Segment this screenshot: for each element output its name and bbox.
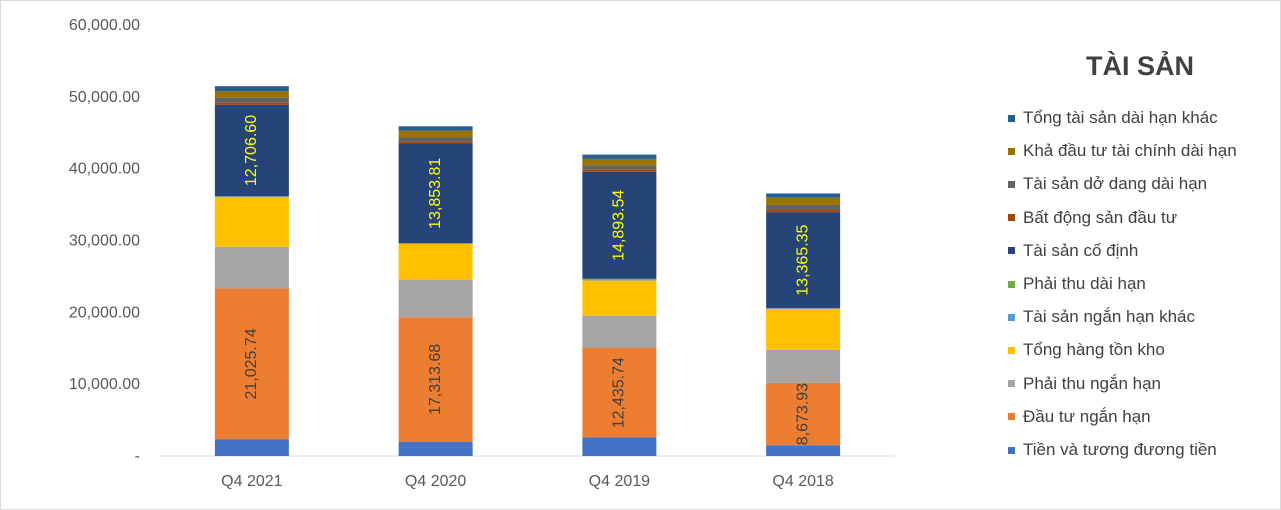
bar-segment: [214, 97, 289, 103]
legend-label: Bất động sản đầu tư: [1023, 207, 1178, 227]
bar-segment: [398, 317, 473, 442]
bar-segment: [214, 196, 289, 198]
bar-segment: [582, 171, 657, 279]
legend-label: Tổng tài sản dài hạn khác: [1023, 108, 1218, 127]
bar-segment: [398, 279, 473, 318]
bar-segment: [398, 141, 473, 144]
legend-swatch: [1008, 446, 1015, 454]
legend-item: Tổng tài sản dài hạn khác: [1008, 108, 1218, 128]
bar-segment: [214, 197, 289, 247]
legend-swatch: [1008, 346, 1015, 354]
legend-item: Tài sản dở dang dài hạn: [1008, 174, 1207, 194]
bar-segment: [582, 278, 657, 280]
data-label: 8,673.93: [794, 383, 811, 445]
legend-swatch: [1008, 280, 1015, 288]
legend-item: Khả đầu tư tài chính dài hạn: [1008, 141, 1237, 161]
legend-swatch: [1008, 214, 1015, 222]
data-label: 14,893.54: [611, 190, 628, 261]
bar-segment: [398, 126, 473, 131]
legend-swatch: [1008, 180, 1015, 188]
legend-swatch: [1008, 247, 1015, 255]
data-label: 21,025.74: [243, 328, 260, 399]
legend-label: Khả đầu tư tài chính dài hạn: [1023, 141, 1237, 161]
y-tick-label: 50,000.00: [69, 89, 140, 106]
legend-label: Đầu tư ngắn hạn: [1023, 406, 1151, 426]
bar-segment: [766, 197, 841, 205]
legend-label: Phải thu ngắn hạn: [1023, 373, 1162, 393]
legend-swatch: [1008, 114, 1015, 122]
bar-segment: [582, 347, 657, 438]
bar-segment: [398, 143, 473, 244]
y-tick-label: 30,000.00: [69, 233, 140, 250]
legend-label: Tổng hàng tồn kho: [1023, 340, 1165, 360]
y-tick-label: 20,000.00: [69, 304, 140, 321]
legend-swatch: [1008, 413, 1015, 421]
bar-segment: [398, 441, 473, 456]
data-label: 13,853.81: [427, 158, 444, 229]
legend-label: Tài sản ngắn hạn khác: [1023, 307, 1196, 327]
bar-segment: [766, 349, 841, 383]
x-tick-label: Q4 2021: [221, 473, 282, 490]
bar-segment: [582, 169, 657, 172]
bar-segment: [582, 280, 657, 316]
bar-segment: [766, 204, 841, 210]
bar-segment: [582, 158, 657, 166]
legend-label: Tiền và tương đương tiền: [1023, 440, 1217, 459]
legend-item: Tài sản ngắn hạn khác: [1008, 307, 1195, 327]
legend-item: Đầu tư ngắn hạn: [1008, 407, 1151, 427]
bar-segment: [214, 288, 289, 440]
legend-item: Bất động sản đầu tư: [1008, 208, 1177, 228]
legend-item: Phải thu ngắn hạn: [1008, 374, 1161, 394]
x-tick-label: Q4 2020: [405, 473, 466, 490]
legend-item: Tổng hàng tồn kho: [1008, 340, 1165, 360]
bar-segment: [582, 279, 657, 281]
legend-title: TÀI SẢN: [1086, 51, 1194, 81]
bar-segment: [766, 308, 841, 350]
data-label: 13,365.35: [794, 224, 811, 295]
bar-segment: [214, 439, 289, 456]
x-tick-label: Q4 2019: [589, 473, 650, 490]
legend-swatch: [1008, 147, 1015, 155]
bar-segment: [766, 193, 841, 198]
legend-label: Tài sản dở dang dài hạn: [1023, 174, 1208, 194]
bar-segment: [214, 246, 289, 289]
bar-segment: [766, 209, 841, 213]
bar-segment: [398, 243, 473, 244]
legend-item: Tiền và tương đương tiền: [1008, 440, 1217, 460]
bar-segment: [582, 154, 657, 159]
bar-segment: [214, 104, 289, 197]
bar-segment: [766, 445, 841, 456]
y-tick-label: 10,000.00: [69, 376, 140, 393]
bar-segment: [214, 86, 289, 92]
bar-segment: [766, 212, 841, 309]
bar-segment: [582, 315, 657, 348]
bar-segment: [214, 102, 289, 105]
legend-swatch: [1008, 380, 1015, 388]
bar-segment: [214, 91, 289, 98]
legend-label: Tài sản cố định: [1023, 240, 1139, 260]
data-label: 17,313.68: [427, 344, 444, 415]
legend-item: Tài sản cố định: [1008, 241, 1138, 261]
y-tick-label: -: [135, 448, 140, 465]
bar-segment: [582, 437, 657, 456]
bar-segment: [398, 137, 473, 142]
bar-segment: [398, 243, 473, 280]
data-label: 12,706.60: [243, 115, 260, 186]
legend-label: Phải thu dài hạn: [1023, 274, 1146, 293]
y-tick-label: 60,000.00: [69, 17, 140, 34]
x-tick-label: Q4 2018: [772, 473, 833, 490]
data-label: 12,435.74: [611, 357, 628, 428]
y-tick-label: 40,000.00: [69, 161, 140, 178]
legend: TÀI SẢN Tổng tài sản dài hạn khác Khả đầu…: [1000, 48, 1275, 459]
legend-swatch: [1008, 313, 1015, 321]
bar-segment: [398, 130, 473, 138]
legend-item: Phải thu dài hạn: [1008, 274, 1146, 294]
bar-segment: [582, 165, 657, 170]
bar-segment: [766, 382, 841, 446]
